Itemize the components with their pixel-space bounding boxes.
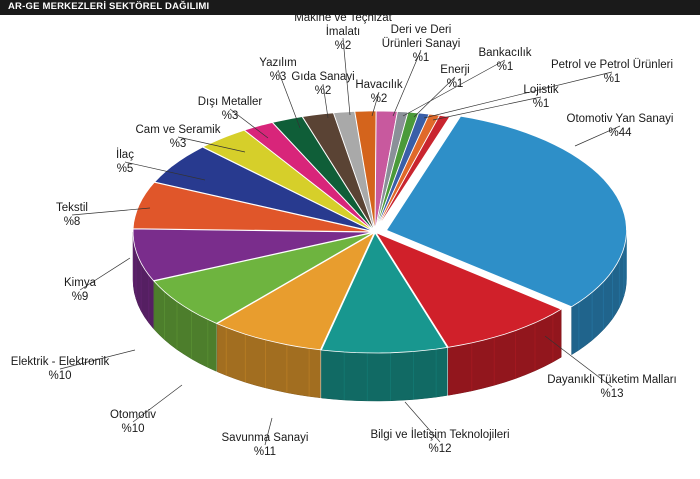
slice-labels: Otomotiv Yan Sanayi %44 Dayanıklı Tüketim … <box>11 12 677 458</box>
leader-line <box>229 108 269 139</box>
slice-label: Petrol ve Petrol Ürünleri %1 <box>551 59 673 85</box>
leader-line <box>371 91 380 117</box>
leader-line <box>402 59 506 117</box>
slice-label: Elektrik - Elektronik %10 <box>11 356 110 382</box>
leader-line <box>59 349 136 370</box>
pie-sides <box>132 230 627 402</box>
pie-slice-0 <box>385 115 627 308</box>
leader-line <box>71 207 151 216</box>
slice-label: Otomotiv %10 <box>110 409 156 435</box>
slice-label: Dayanıklı Tüketim Malları %13 <box>547 374 677 400</box>
slice-label: Lojistik %1 <box>523 84 558 110</box>
slice-label: Tekstil %8 <box>56 202 88 228</box>
slice-label: Havacılık %2 <box>355 79 403 105</box>
pie-slice-2 <box>320 232 448 354</box>
leader-line <box>544 335 613 388</box>
leader-line <box>423 71 613 119</box>
slice-label: İlaç %5 <box>116 148 134 175</box>
pie-slice-7 <box>153 146 374 232</box>
leader-line <box>404 401 441 443</box>
pie-slices <box>132 110 627 354</box>
slice-label: Savunma Sanayi %11 <box>222 432 309 458</box>
leader-lines <box>59 37 621 446</box>
slice-label: Enerji %1 <box>440 64 469 90</box>
leader-line <box>413 76 456 118</box>
pie-slice-3 <box>216 231 375 351</box>
leader-line <box>277 69 301 129</box>
slice-label: Bankacılık %1 <box>478 47 531 73</box>
leader-line <box>264 417 273 446</box>
leader-line <box>574 125 621 147</box>
pie-side-2 <box>321 347 448 402</box>
leader-line <box>322 83 329 119</box>
pie-slice-8 <box>201 129 374 232</box>
leader-line <box>432 96 542 121</box>
leader-line <box>132 384 183 423</box>
pie-slice-5 <box>132 228 374 282</box>
pie-slice-4 <box>153 232 374 324</box>
leader-line <box>342 37 351 116</box>
pie-slice-19 <box>375 114 451 232</box>
leader-line <box>177 136 246 153</box>
leader-line <box>392 49 422 117</box>
slice-label: Deri ve Deri Ürünleri Sanayi %1 <box>382 24 461 64</box>
slice-label: Dışı Metaller %3 <box>198 96 263 122</box>
slice-label: Otomotiv Yan Sanayi %44 <box>567 113 674 139</box>
slice-label: Bilgi ve İletişim Teknolojileri %12 <box>370 428 509 455</box>
leader-line <box>79 257 131 291</box>
slice-label: Gıda Sanayi %2 <box>291 71 354 97</box>
pie-slice-1 <box>375 231 563 348</box>
leader-line <box>124 161 206 181</box>
slice-label: Cam ve Seramik %3 <box>136 124 221 150</box>
pie-slice-6 <box>132 181 374 233</box>
slice-label: Kimya %9 <box>64 277 97 303</box>
slice-label: Makine ve Teçhizat İmalatı %2 <box>294 12 392 52</box>
chart-title: AR-GE MERKEZLERİ SEKTÖREL DAĞILIMI <box>8 1 210 12</box>
title-bar: AR-GE MERKEZLERİ SEKTÖREL DAĞILIMI <box>0 0 700 15</box>
slice-label: Yazılım %3 <box>259 57 297 83</box>
